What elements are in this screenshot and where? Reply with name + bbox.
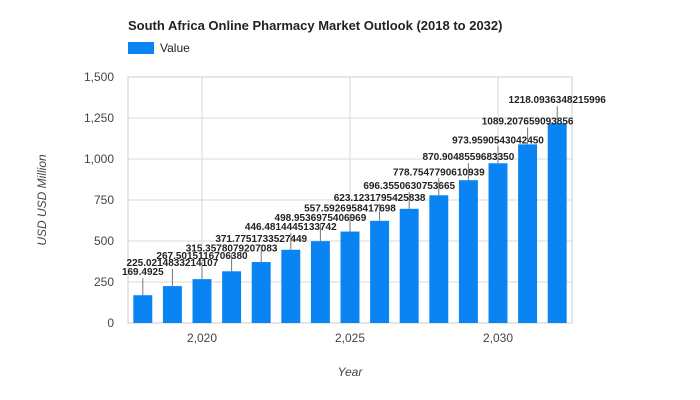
y-tick-label: 250 xyxy=(94,275,114,289)
bar xyxy=(370,220,390,323)
x-tick-label: 2,025 xyxy=(335,331,365,345)
chart-title: South Africa Online Pharmacy Market Outl… xyxy=(128,18,503,33)
bar xyxy=(399,208,419,323)
x-axis-title: Year xyxy=(337,365,363,379)
bar xyxy=(222,271,242,323)
bar xyxy=(251,262,271,323)
data-label: 870.9048559683350 xyxy=(423,152,515,163)
bar xyxy=(133,295,153,323)
legend-label: Value xyxy=(160,41,190,55)
x-tick-label: 2,030 xyxy=(483,331,513,345)
data-label: 225.0214833214107 xyxy=(127,258,219,269)
bar xyxy=(429,195,449,323)
data-label: 371.7751733527449 xyxy=(215,234,307,245)
y-tick-label: 500 xyxy=(94,234,114,248)
x-tick-label: 2,020 xyxy=(187,331,217,345)
y-tick-label: 1,250 xyxy=(84,111,114,125)
data-label: 1218.0936348215996 xyxy=(509,95,607,106)
y-tick-label: 0 xyxy=(107,316,114,330)
bar xyxy=(162,286,182,323)
data-label: 446.4814445133742 xyxy=(245,222,337,233)
data-label: 623.1231795425838 xyxy=(334,193,426,204)
bar xyxy=(458,180,478,323)
data-label: 973.9590543042450 xyxy=(452,135,544,146)
data-label: 1089.207659093856 xyxy=(482,116,574,127)
bar xyxy=(281,249,301,323)
data-label: 498.9536975406969 xyxy=(275,213,367,224)
y-tick-label: 1,500 xyxy=(84,70,114,84)
bar xyxy=(310,241,330,323)
data-label: 557.5926958417698 xyxy=(304,204,396,215)
bar xyxy=(518,144,538,323)
data-label: 267.5015116706380 xyxy=(156,251,248,262)
data-label: 315.3578079207083 xyxy=(186,243,278,254)
y-tick-label: 750 xyxy=(94,193,114,207)
bar xyxy=(340,231,360,323)
bar xyxy=(488,163,508,323)
legend[interactable]: Value xyxy=(128,40,190,56)
legend-swatch xyxy=(128,42,154,54)
y-tick-label: 1,000 xyxy=(84,152,114,166)
data-label: 778.7547790610939 xyxy=(393,167,485,178)
bar xyxy=(192,279,212,323)
bar xyxy=(547,123,567,324)
data-label: 169.4925 xyxy=(122,267,164,278)
data-label: 696.3550630753665 xyxy=(363,181,455,192)
